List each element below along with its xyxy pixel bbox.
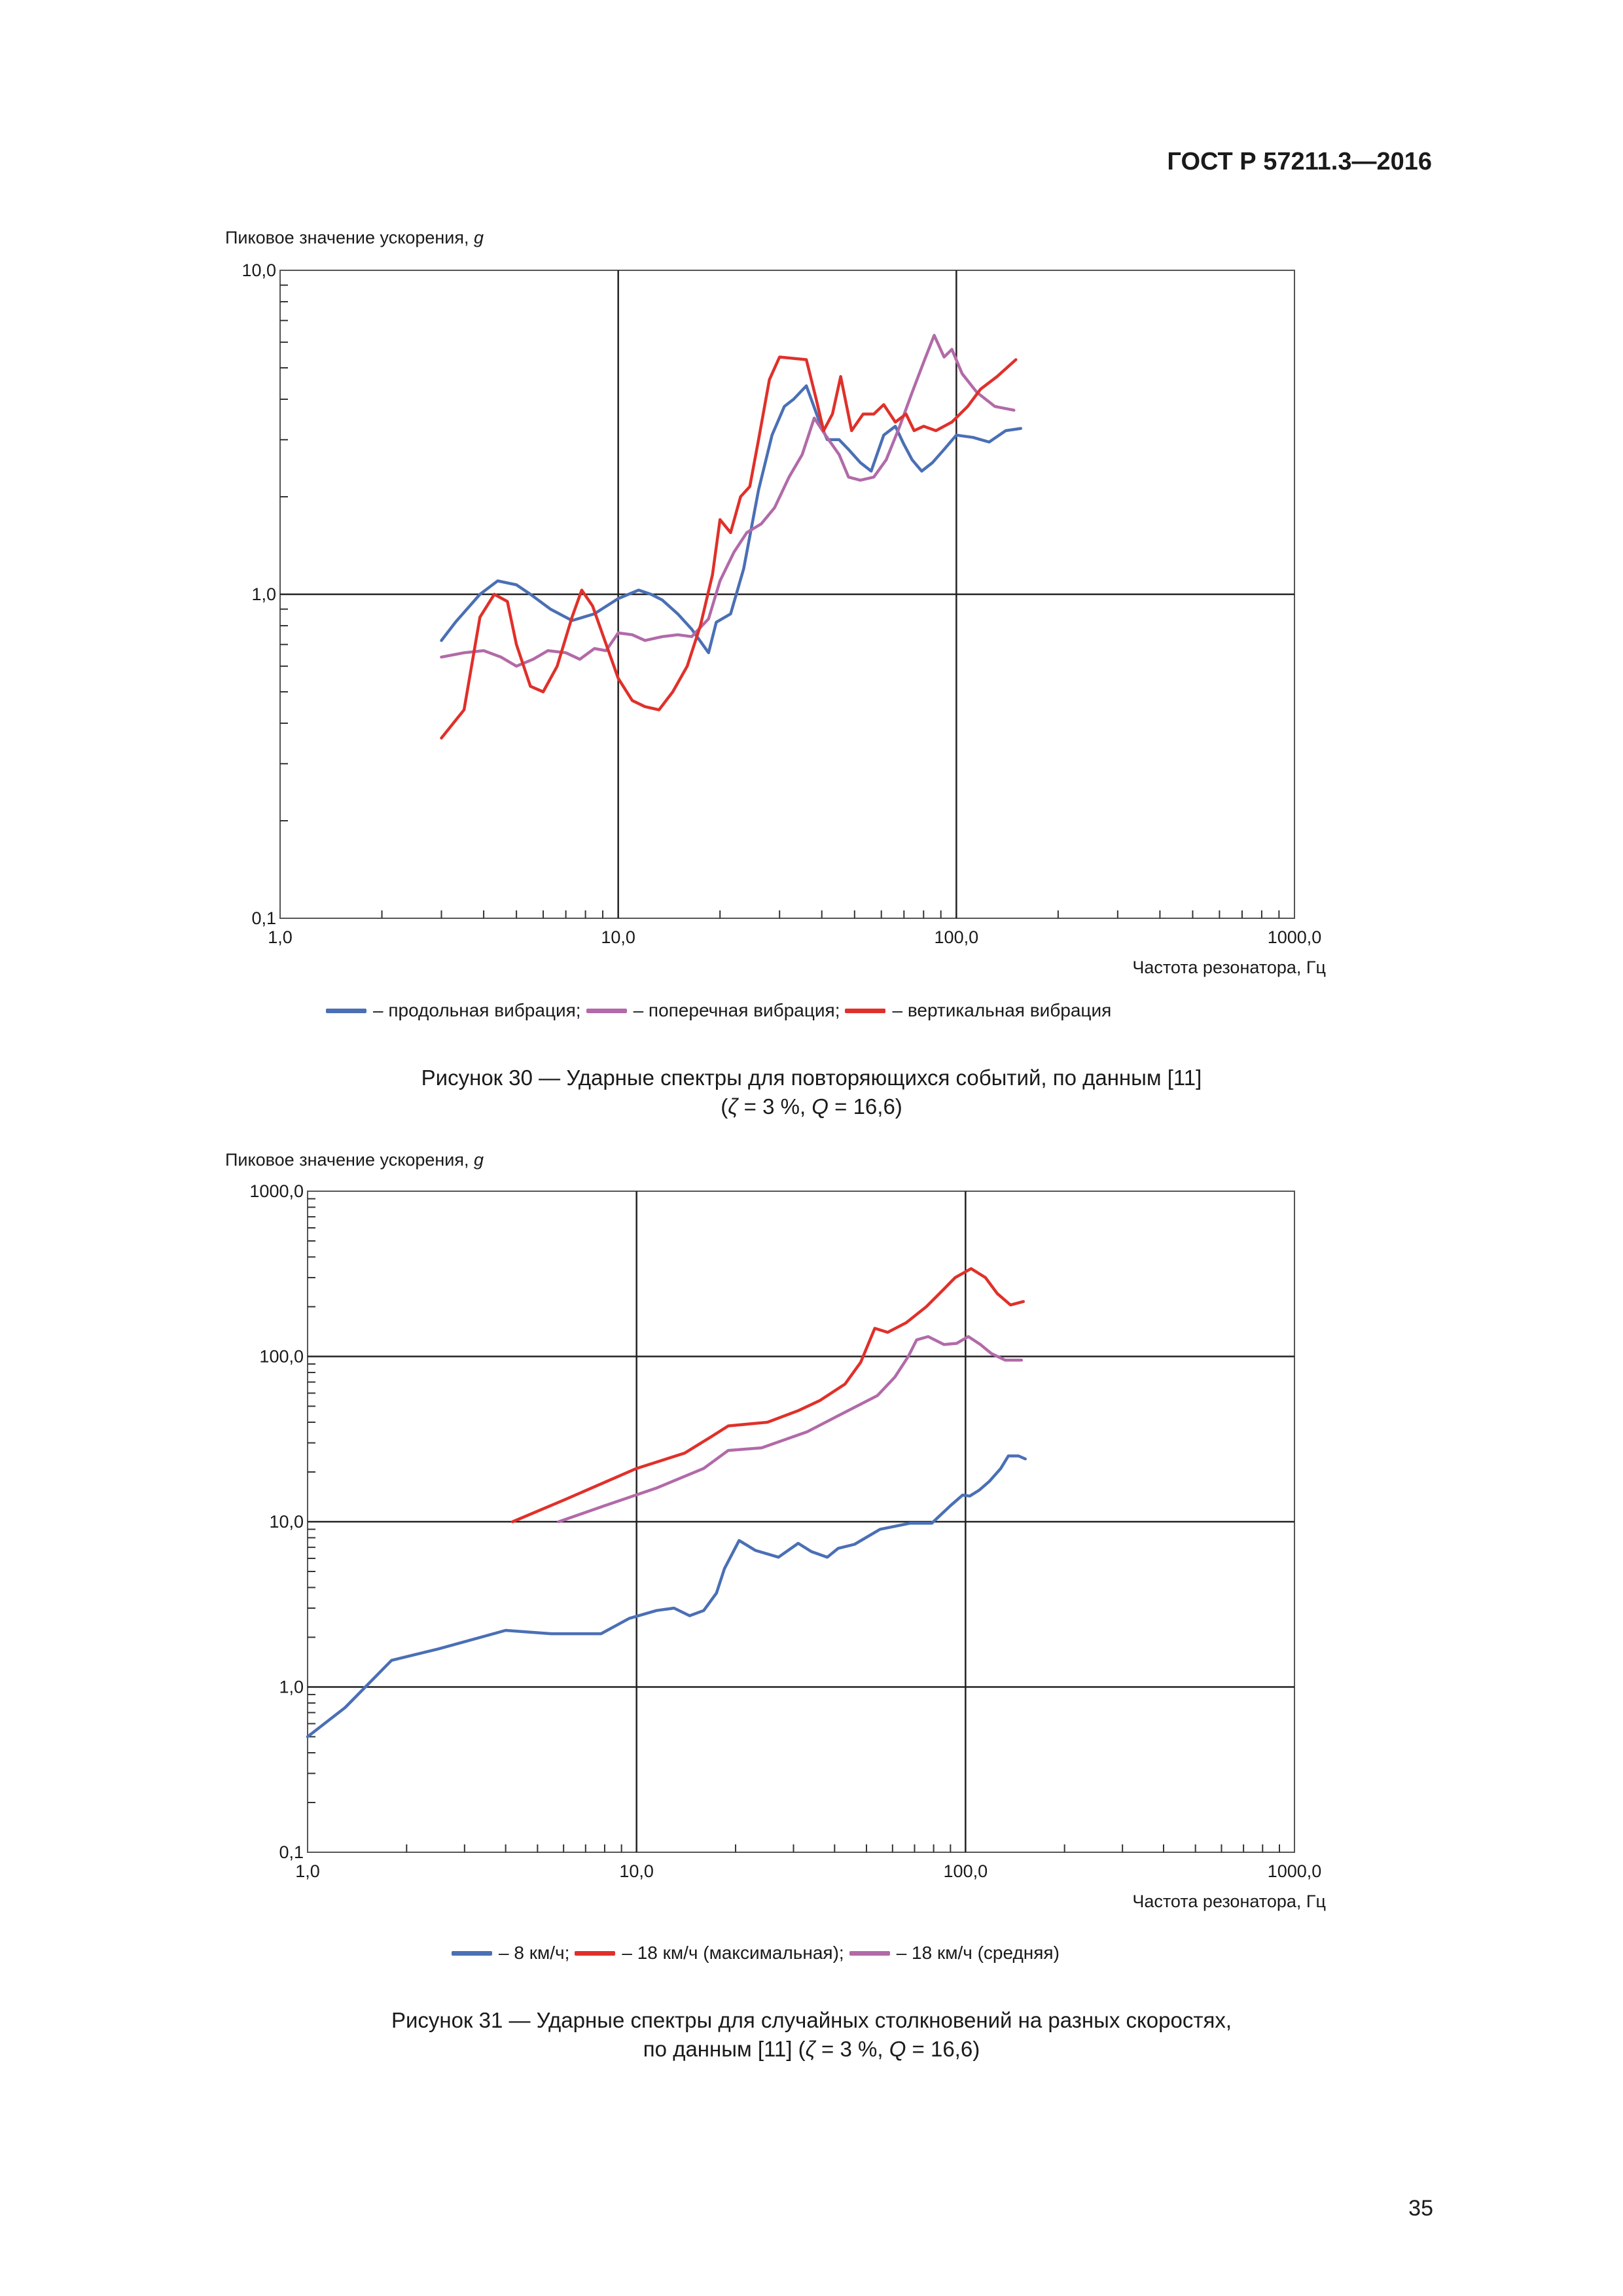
chart-2-xlabel: Частота резонатора, Гц — [1132, 1892, 1326, 1911]
page-number: 35 — [1408, 2196, 1433, 2221]
chart-2-x-tick-label: 100,0 — [944, 1861, 988, 1881]
figure-30-caption: Рисунок 30 — Ударные спектры для повторя… — [0, 1064, 1623, 1121]
chart-1-series-line-2 — [440, 355, 1018, 740]
cap30-q: Q — [812, 1094, 829, 1119]
chart-1-x-tick-label: 1,0 — [268, 927, 293, 947]
legend-item-transverse: – поперечная вибрация; — [586, 1000, 840, 1021]
chart-1-xlabel: Частота резонатора, Гц — [1132, 958, 1326, 977]
legend-item-18kmh-avg: – 18 км/ч (средняя) — [849, 1943, 1060, 1964]
legend-swatch-vertical — [845, 1008, 886, 1013]
chart-2-y-tick-label: 1000,0 — [249, 1181, 304, 1201]
cap30-p4: = 16,6) — [828, 1094, 902, 1119]
chart-2-y-tick-label: 1,0 — [279, 1677, 304, 1697]
figure-30-caption-line2: (ζ = 3 %, Q = 16,6) — [0, 1092, 1623, 1121]
chart-2-ylabel: Пиковое значение ускорения, g — [225, 1150, 484, 1170]
legend-item-8kmh: – 8 км/ч; — [452, 1943, 569, 1964]
legend-label-transverse: – поперечная вибрация; — [633, 1000, 840, 1020]
chart-2-x-tick-label: 10,0 — [619, 1861, 654, 1881]
chart-2-series-line-0 — [306, 1454, 1027, 1738]
chart-1-x-tick-label: 10,0 — [601, 927, 635, 947]
chart-1-x-tick-label: 100,0 — [935, 927, 979, 947]
legend-label-8kmh: – 8 км/ч; — [499, 1943, 570, 1963]
figure-30-caption-line1: Рисунок 30 — Ударные спектры для повторя… — [421, 1066, 1202, 1090]
chart-2-y-tick-label: 0,1 — [279, 1842, 304, 1862]
chart-2-y-tick-label: 100,0 — [259, 1347, 304, 1367]
chart-2-y-tick-label: 10,0 — [269, 1512, 304, 1532]
chart-2-series-line-2 — [557, 1335, 1024, 1524]
chart-2-ylabel-text: Пиковое значение ускорения, — [225, 1150, 474, 1170]
chart-1-legend: – продольная вибрация; – поперечная вибр… — [326, 1000, 1116, 1021]
legend-label-longitudinal: – продольная вибрация; — [373, 1000, 581, 1020]
cap31-p4: = 16,6) — [906, 2037, 980, 2061]
legend-swatch-18kmh-max — [575, 1950, 616, 1956]
chart-2-legend: – 8 км/ч; – 18 км/ч (максимальная); – 18… — [452, 1943, 1065, 1964]
chart-2-x-tick-label: 1000,0 — [1268, 1861, 1322, 1881]
chart-2-x-tick-label: 1,0 — [295, 1861, 320, 1881]
cap31-p0: по данным [11] ( — [643, 2037, 806, 2061]
legend-swatch-transverse — [586, 1008, 627, 1013]
cap31-q: Q — [889, 2037, 906, 2061]
chart-1-series-line-0 — [440, 384, 1022, 655]
cap30-zeta: ζ — [728, 1094, 738, 1119]
legend-item-longitudinal: – продольная вибрация; — [326, 1000, 581, 1021]
legend-label-18kmh-avg: – 18 км/ч (средняя) — [896, 1943, 1060, 1963]
legend-item-18kmh-max: – 18 км/ч (максимальная); — [575, 1943, 844, 1964]
legend-swatch-longitudinal — [326, 1008, 366, 1013]
figure-31-caption-line2: по данным [11] (ζ = 3 %, Q = 16,6) — [0, 2035, 1623, 2064]
chart-1-y-tick-label: 10,0 — [241, 260, 276, 280]
legend-swatch-8kmh — [452, 1950, 492, 1956]
figure-31-caption-line1: Рисунок 31 — Ударные спектры для случайн… — [391, 2008, 1232, 2032]
chart-1-y-tick-label: 0,1 — [251, 908, 276, 928]
chart-1-y-tick-label: 1,0 — [251, 584, 276, 604]
cap30-p2: = 3 %, — [738, 1094, 812, 1119]
chart-1-ylabel-unit: g — [473, 228, 484, 247]
chart-2-ylabel-unit: g — [473, 1150, 484, 1170]
chart-1-x-tick-label: 1000,0 — [1268, 927, 1322, 947]
chart-2-series-line-1 — [511, 1267, 1026, 1524]
legend-swatch-18kmh-avg — [849, 1950, 890, 1956]
cap31-p2: = 3 %, — [815, 2037, 889, 2061]
document-code: ГОСТ Р 57211.3—2016 — [1167, 148, 1432, 175]
chart-1-ylabel-text: Пиковое значение ускорения, — [225, 228, 474, 247]
legend-item-vertical: – вертикальная вибрация — [845, 1000, 1111, 1021]
chart-1-ylabel: Пиковое значение ускорения, g — [225, 228, 484, 248]
figure-31-caption: Рисунок 31 — Ударные спектры для случайн… — [0, 2006, 1623, 2064]
legend-label-18kmh-max: – 18 км/ч (максимальная); — [622, 1943, 844, 1963]
legend-label-vertical: – вертикальная вибрация — [892, 1000, 1112, 1020]
cap30-p0: ( — [721, 1094, 728, 1119]
cap31-zeta: ζ — [805, 2037, 815, 2061]
